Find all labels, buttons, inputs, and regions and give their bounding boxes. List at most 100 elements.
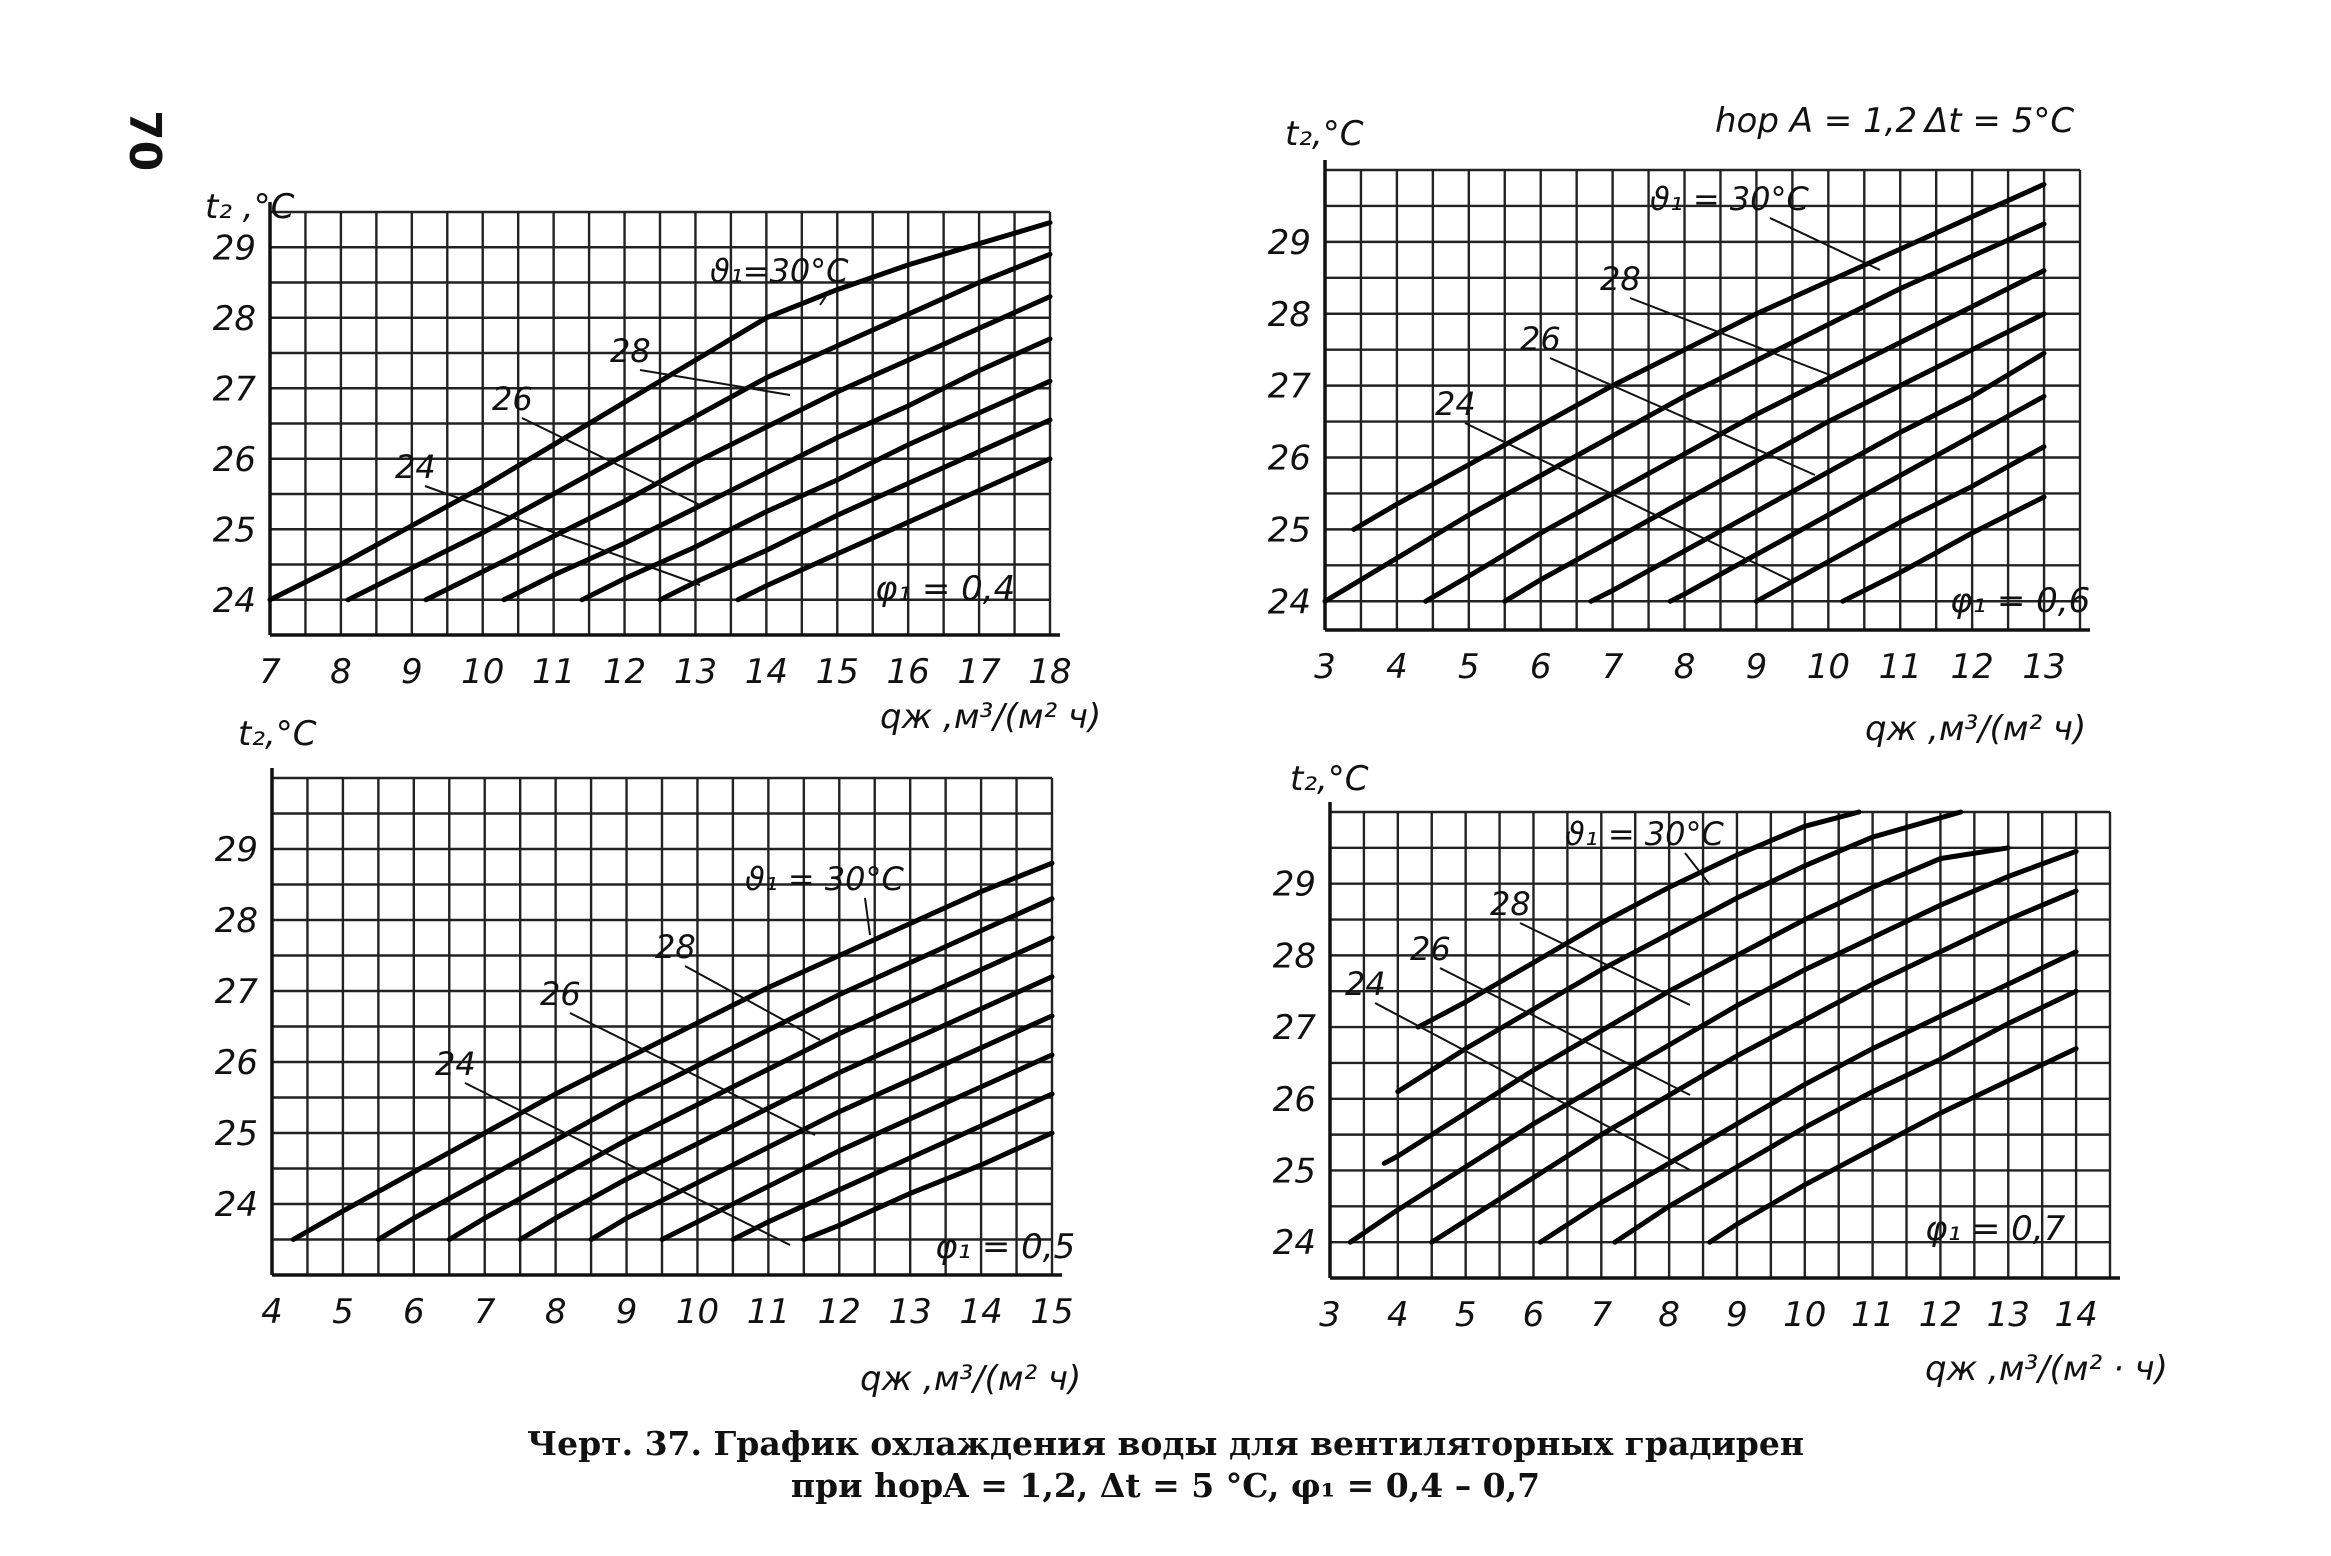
x-tick-label: 8 [330,652,352,692]
x-tick-label: 15 [816,652,859,692]
y-tick-label: 29 [1268,223,1311,263]
y-axis-label: t₂,°C [1285,114,1364,154]
x-tick-label: 5 [332,1292,354,1332]
curve-label: 24 [435,1045,476,1083]
curve-leader-line [424,485,701,586]
x-tick-label: 10 [461,652,504,692]
series-line-4 [517,974,1055,1242]
series-line-8 [1840,494,2047,604]
y-tick-label: 27 [213,369,257,409]
y-tick-label: 24 [1268,582,1311,622]
x-tick-label: 16 [887,652,930,692]
y-tick-label: 26 [215,1043,258,1083]
y-tick-label: 27 [1268,367,1312,407]
curve-leader-line [521,417,701,506]
x-tick-label: 17 [957,652,1001,692]
curve-leader-line [1629,297,1831,376]
x-tick-label: 3 [1314,647,1336,687]
curve-leader-line [1549,357,1816,476]
curve-label: 26 [492,380,533,418]
chart-panel-3: 4 5 6 7 8 9 10 11 12 13 14 15 24 25 26 27 28 29 t₂,°C qж ,м… [215,714,1082,1399]
x-tick-label: 13 [889,1292,932,1332]
x-axis-label: qж ,м³/(м² · ч) [1925,1349,2168,1389]
series-line-1 [1351,181,2047,532]
series-line-7 [730,1091,1055,1242]
y-tick-label: 24 [1273,1223,1316,1263]
phi-label: φ₁ = 0,5 [935,1227,1075,1267]
curve-leader-line [1464,422,1791,581]
x-tick-label: 13 [1987,1295,2030,1335]
x-axis-label: qж ,м³/(м² ч) [880,697,1101,737]
x-tick-label: 4 [1386,647,1408,687]
header-params: hор A = 1,2 Δt = 5°C [1715,101,2074,141]
y-tick-label: 26 [1268,439,1311,479]
series-line-6 [657,417,1053,603]
series-line-1 [267,220,1053,603]
y-tick-label: 25 [215,1114,258,1154]
curve-label: 26 [540,975,581,1013]
x-tick-label: 5 [1458,647,1480,687]
y-tick-label: 28 [1273,936,1316,976]
series-line-4 [1347,848,2079,1245]
y-tick-label: 28 [1268,295,1311,335]
curve-leader-line [1684,852,1711,886]
series-line-4 [1502,311,2047,604]
series-line-5 [1429,888,2079,1245]
y-axis-label: t₂ ,°C [205,187,295,227]
curve-leader-line [639,369,791,396]
x-tick-label: 10 [1807,647,1850,687]
x-tick-label: 11 [1879,647,1922,687]
curve-label: ϑ₁=30°C [710,252,849,290]
x-tick-label: 12 [818,1292,861,1332]
curve-leader-line [1374,1002,1691,1171]
x-tick-label: 5 [1455,1295,1477,1335]
x-tick-label: 14 [745,652,788,692]
y-tick-label: 29 [213,228,256,268]
x-tick-label: 8 [1658,1295,1680,1335]
curve-label: 28 [610,332,651,370]
x-tick-label: 9 [1746,647,1768,687]
x-tick-label: 6 [1523,1295,1545,1335]
x-tick-label: 9 [401,652,423,692]
curve-label: 24 [395,448,436,486]
series-line-2 [1322,221,2047,604]
x-tick-label: 8 [545,1292,567,1332]
x-tick-label: 10 [676,1292,719,1332]
y-tick-label: 25 [1268,510,1311,550]
series-line-5 [579,378,1053,603]
curve-leader-line [1439,967,1691,1096]
x-tick-label: 8 [1674,647,1696,687]
y-tick-label: 26 [1273,1080,1316,1120]
x-tick-label: 18 [1028,652,1071,692]
x-tick-label: 3 [1319,1295,1341,1335]
x-tick-label: 12 [1919,1295,1962,1335]
x-tick-label: 12 [1951,647,1994,687]
x-tick-label: 9 [616,1292,638,1332]
series-line-8 [801,1130,1055,1242]
curve-leader-line [819,289,831,306]
h-param-label: hор A = 1,2 [1715,101,1917,141]
series-line-1 [290,860,1055,1242]
x-tick-label: 11 [1851,1295,1894,1335]
series-line-6 [1667,393,2047,604]
curve-leader-line [864,897,871,936]
curve-label: 28 [1600,260,1641,298]
y-tick-label: 27 [215,972,259,1012]
x-tick-label: 6 [1530,647,1552,687]
x-tick-label: 11 [532,652,575,692]
series-line-8 [1707,1046,2079,1245]
series-line-7 [1612,988,2079,1245]
x-tick-label: 13 [674,652,717,692]
curve-label: ϑ₁ = 30°C [745,860,905,898]
chart-panel-2: 3 4 5 6 7 8 9 10 11 12 13 24 25 26 27 28 29 t₂,°C qж ,м³/(… [1268,114,2091,749]
x-tick-label: 14 [2054,1295,2097,1335]
series-line-7 [1753,444,2047,604]
curve-label: 24 [1345,965,1386,1003]
y-tick-label: 27 [1273,1008,1317,1048]
series-line-4 [501,336,1053,603]
curve-leader-line [1769,217,1881,271]
x-tick-label: 15 [1030,1292,1073,1332]
x-tick-label: 12 [603,652,646,692]
series-line-3 [423,294,1053,603]
